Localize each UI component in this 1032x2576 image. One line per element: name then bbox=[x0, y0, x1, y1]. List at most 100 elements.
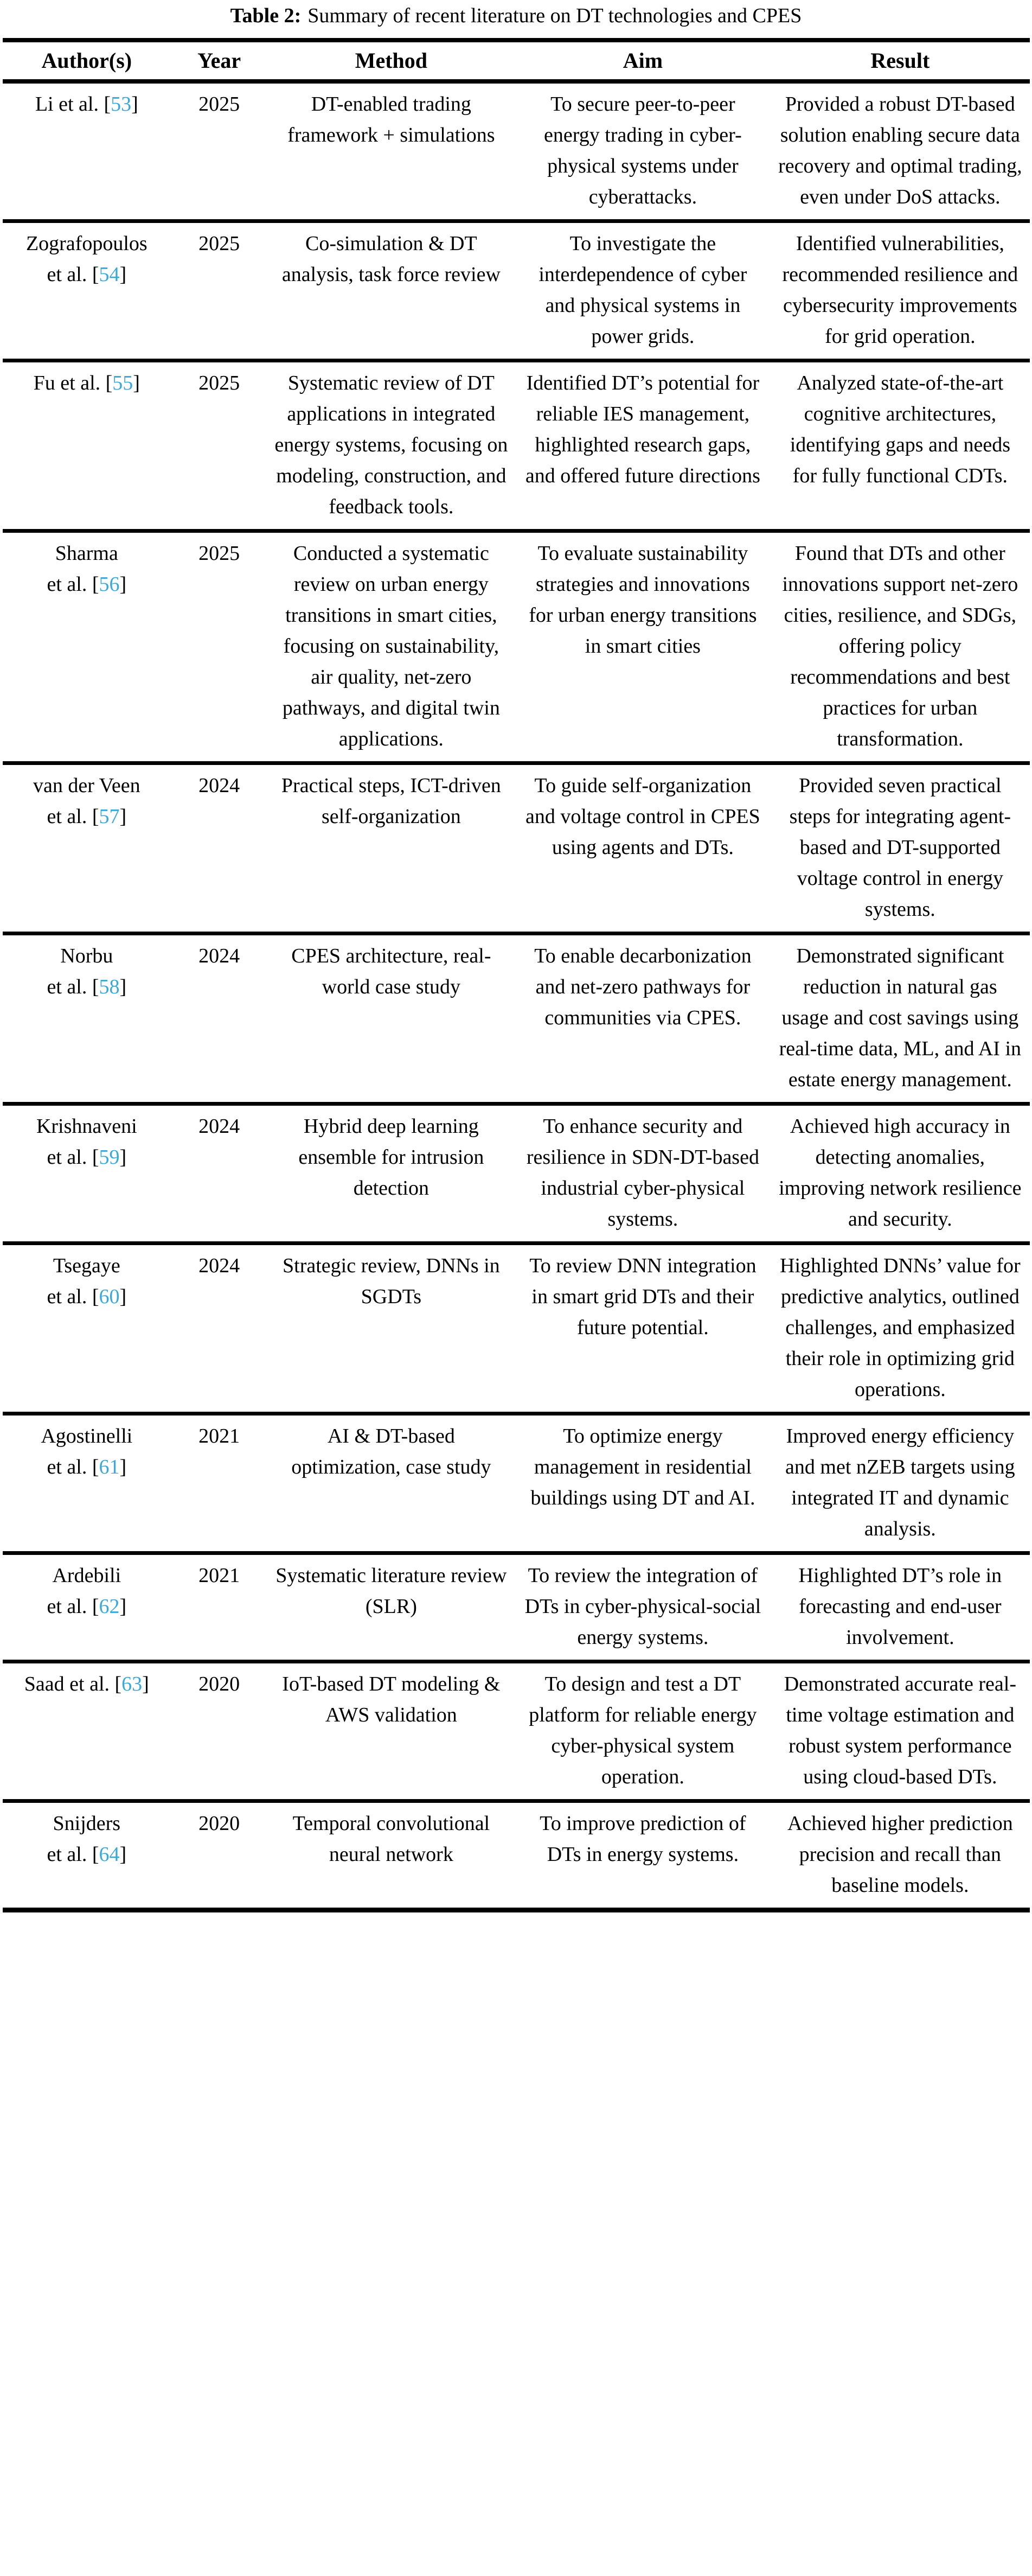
citation-bracket-open: [ bbox=[92, 805, 99, 828]
citation-bracket-open: [ bbox=[92, 1456, 99, 1478]
aim-cell: To review the integration of DTs in cybe… bbox=[524, 1564, 761, 1649]
author-cell: Agostinelli et al. [61] bbox=[3, 1414, 171, 1553]
citation: [63] bbox=[115, 1673, 149, 1695]
citation: [55] bbox=[106, 372, 140, 394]
citation-ref-link[interactable]: 62 bbox=[99, 1595, 120, 1618]
citation-bracket-close: ] bbox=[131, 93, 138, 116]
citation-ref-link[interactable]: 58 bbox=[99, 975, 120, 998]
citation-bracket-close: ] bbox=[142, 1673, 149, 1695]
year-cell: 2024 bbox=[198, 945, 240, 967]
method-cell: DT-enabled trading framework + simulatio… bbox=[287, 93, 495, 146]
year-cell: 2024 bbox=[198, 1115, 240, 1138]
author-cell: Snijders et al. [64] bbox=[3, 1801, 171, 1910]
literature-summary-table: Author(s) Year Method Aim Result Li et al. [… bbox=[2, 38, 1030, 1912]
citation: [59] bbox=[92, 1146, 126, 1169]
author-name: Krishnaveni et al. bbox=[36, 1115, 137, 1169]
citation-bracket-open: [ bbox=[92, 1146, 99, 1169]
author-name: Snijders et al. bbox=[47, 1812, 121, 1866]
citation-bracket-close: ] bbox=[119, 573, 127, 596]
citation: [53] bbox=[104, 93, 138, 116]
citation-bracket-close: ] bbox=[119, 975, 127, 998]
citation-bracket-close: ] bbox=[119, 1146, 127, 1169]
citation-ref-link[interactable]: 60 bbox=[99, 1285, 120, 1308]
method-cell: Strategic review, DNNs in SGDTs bbox=[283, 1254, 500, 1308]
citation-bracket-close: ] bbox=[119, 1456, 127, 1478]
year-cell: 2021 bbox=[198, 1564, 240, 1587]
result-cell: Achieved higher prediction precision and… bbox=[787, 1812, 1013, 1897]
citation-bracket-open: [ bbox=[92, 1595, 99, 1618]
citation-bracket-open: [ bbox=[105, 372, 113, 394]
author-name: Agostinelli et al. bbox=[41, 1425, 133, 1478]
author-name: Saad et al. bbox=[24, 1673, 110, 1695]
result-cell: Demonstrated significant reduction in na… bbox=[779, 945, 1022, 1091]
citation-ref-link[interactable]: 63 bbox=[121, 1673, 143, 1695]
aim-cell: To enable decarbonization and net-zero p… bbox=[534, 945, 752, 1029]
citation-ref-link[interactable]: 64 bbox=[99, 1843, 120, 1866]
result-cell: Highlighted DT’s role in forecasting and… bbox=[798, 1564, 1002, 1649]
citation-ref-link[interactable]: 55 bbox=[112, 372, 133, 394]
citation: [57] bbox=[92, 805, 126, 828]
table-caption-label: Table 2: bbox=[230, 4, 302, 27]
citation-bracket-close: ] bbox=[119, 1843, 127, 1866]
citation-ref-link[interactable]: 54 bbox=[99, 263, 120, 286]
citation-bracket-open: [ bbox=[104, 93, 111, 116]
table-row: Fu et al. [55] 2025 Systematic review of D… bbox=[2, 361, 1030, 531]
author-cell: van der Veen et al. [57] bbox=[3, 763, 171, 934]
citation-bracket-open: [ bbox=[92, 975, 99, 998]
table-row: Sharma et al. [56] 2025 Conducted a system… bbox=[2, 531, 1030, 763]
author-name: Tsegaye et al. bbox=[47, 1254, 120, 1308]
year-cell: 2021 bbox=[198, 1425, 240, 1448]
method-cell: Practical steps, ICT-driven self-organiz… bbox=[281, 774, 501, 828]
author-name: Fu et al. bbox=[33, 372, 101, 394]
author-cell: Li et al. [53] bbox=[3, 81, 171, 221]
author-cell: Krishnaveni et al. [59] bbox=[3, 1104, 171, 1244]
table-row: Zografopoulos et al. [54] 2025 Co-simulati… bbox=[2, 221, 1030, 361]
aim-cell: To design and test a DT platform for rel… bbox=[529, 1673, 757, 1788]
citation-ref-link[interactable]: 61 bbox=[99, 1456, 120, 1478]
method-cell: Co-simulation & DT analysis, task force … bbox=[281, 232, 501, 286]
author-cell: Norbu et al. [58] bbox=[3, 934, 171, 1104]
citation: [60] bbox=[92, 1285, 126, 1308]
column-header-year: Year bbox=[197, 48, 241, 73]
citation-bracket-open: [ bbox=[92, 1285, 99, 1308]
table-caption: Table 2: Summary of recent literature on … bbox=[0, 2, 1032, 28]
method-cell: Conducted a systematic review on urban e… bbox=[282, 542, 500, 750]
citation: [54] bbox=[92, 263, 126, 286]
author-name: Sharma et al. bbox=[47, 542, 118, 596]
method-cell: IoT-based DT modeling & AWS validation bbox=[282, 1673, 501, 1726]
table-caption-text: Summary of recent literature on DT techn… bbox=[307, 4, 802, 27]
aim-cell: To investigate the interdependence of cy… bbox=[539, 232, 747, 348]
aim-cell: To enhance security and resilience in SD… bbox=[526, 1115, 759, 1230]
author-name: Zografopoulos et al. bbox=[25, 232, 148, 286]
year-cell: 2020 bbox=[198, 1812, 240, 1835]
column-header-result: Result bbox=[870, 48, 930, 73]
method-cell: Systematic review of DT applications in … bbox=[274, 372, 508, 518]
citation-bracket-close: ] bbox=[119, 805, 127, 828]
year-cell: 2025 bbox=[198, 372, 240, 394]
table-row: Norbu et al. [58] 2024 CPES architecture, … bbox=[2, 934, 1030, 1104]
author-cell: Fu et al. [55] bbox=[3, 361, 171, 531]
author-name: Li et al. bbox=[35, 93, 99, 116]
result-cell: Provided seven practical steps for integ… bbox=[789, 774, 1011, 921]
method-cell: Temporal convolutional neural network bbox=[292, 1812, 490, 1866]
citation-bracket-open: [ bbox=[114, 1673, 122, 1695]
citation-ref-link[interactable]: 59 bbox=[99, 1146, 120, 1169]
table-row: van der Veen et al. [57] 2024 Practical st… bbox=[2, 763, 1030, 934]
citation: [58] bbox=[92, 975, 126, 998]
aim-cell: To secure peer-to-peer energy trading in… bbox=[544, 93, 742, 208]
author-cell: Tsegaye et al. [60] bbox=[3, 1244, 171, 1414]
citation-ref-link[interactable]: 57 bbox=[99, 805, 120, 828]
citation-bracket-close: ] bbox=[119, 1595, 127, 1618]
aim-cell: To improve prediction of DTs in energy s… bbox=[540, 1812, 746, 1866]
author-name: Norbu et al. bbox=[47, 945, 113, 998]
citation-ref-link[interactable]: 53 bbox=[111, 93, 132, 116]
year-cell: 2024 bbox=[198, 774, 240, 797]
citation-ref-link[interactable]: 56 bbox=[99, 573, 120, 596]
result-cell: Identified vulnerabilities, recommended … bbox=[782, 232, 1018, 348]
citation-bracket-open: [ bbox=[92, 1843, 99, 1866]
year-cell: 2025 bbox=[198, 93, 240, 116]
result-cell: Achieved high accuracy in detecting anom… bbox=[779, 1115, 1022, 1230]
result-cell: Demonstrated accurate real-time voltage … bbox=[784, 1673, 1016, 1788]
table-row: Krishnaveni et al. [59] 2024 Hybrid deep l… bbox=[2, 1104, 1030, 1244]
